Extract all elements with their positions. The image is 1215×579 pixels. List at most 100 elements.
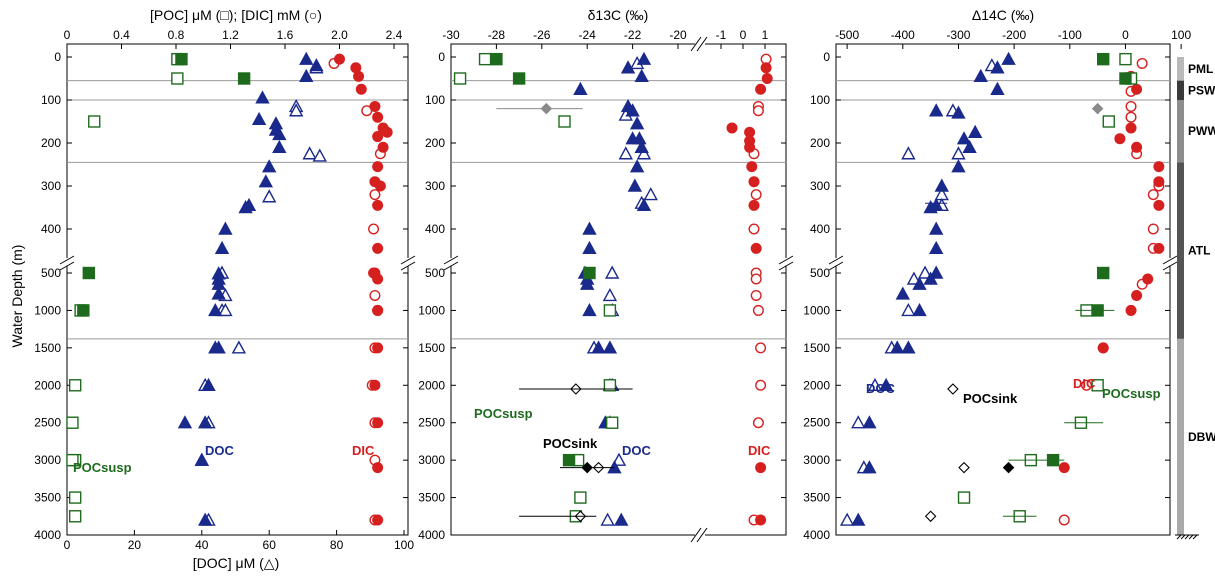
doc-point bbox=[208, 302, 223, 317]
doc-point bbox=[299, 51, 314, 65]
doc-point bbox=[611, 452, 627, 466]
doc-point bbox=[643, 187, 658, 201]
doc-point bbox=[929, 240, 944, 255]
x-top-tick-label: 0.4 bbox=[113, 28, 130, 42]
doc-point bbox=[238, 200, 253, 214]
x-top-tick-label: -22 bbox=[624, 28, 642, 42]
dic-point bbox=[381, 126, 393, 138]
x-bottom-tick-label: 20 bbox=[128, 538, 142, 552]
x-top-tick-label: -500 bbox=[835, 28, 859, 42]
water-mass-band bbox=[1177, 100, 1184, 163]
axis-break bbox=[828, 261, 844, 271]
pocsusp-point bbox=[603, 379, 617, 392]
doc-point bbox=[929, 103, 944, 117]
dic-point bbox=[755, 462, 767, 474]
dic-point bbox=[760, 62, 772, 74]
pocsusp-point bbox=[68, 510, 82, 523]
panel-frame bbox=[835, 43, 1171, 536]
dic-point bbox=[372, 242, 384, 254]
doc-point bbox=[604, 265, 620, 279]
y-tick-label: 0 bbox=[54, 50, 61, 64]
axis-break bbox=[778, 255, 794, 265]
water-mass-label: DBW bbox=[1188, 430, 1215, 444]
doc-point bbox=[197, 415, 213, 429]
doc-point bbox=[895, 286, 910, 300]
pocsusp-point bbox=[237, 72, 251, 85]
y-tick-label: 0 bbox=[438, 50, 445, 64]
doc-point bbox=[627, 178, 643, 192]
y-tick-label: 400 bbox=[41, 222, 61, 236]
x-top-tick-label: -26 bbox=[533, 28, 551, 42]
pocsusp-point bbox=[453, 72, 467, 85]
dic-point bbox=[752, 304, 764, 316]
dic-point bbox=[372, 514, 384, 526]
pocsusp-point bbox=[558, 115, 571, 128]
dic-point bbox=[755, 379, 767, 391]
dic-point bbox=[372, 199, 384, 211]
y-tick-label: 3000 bbox=[34, 453, 61, 467]
doc-point bbox=[580, 276, 595, 290]
water-mass-label: PWW bbox=[1188, 124, 1215, 138]
dic-point bbox=[372, 304, 384, 316]
doc-point bbox=[901, 302, 916, 317]
doc-point bbox=[255, 90, 270, 104]
doc-point bbox=[929, 221, 944, 235]
pocsusp-point bbox=[562, 453, 576, 467]
doc-point bbox=[878, 377, 894, 391]
doc-point bbox=[951, 105, 966, 119]
pocsusp-point bbox=[1096, 52, 1110, 66]
dic-point bbox=[372, 417, 384, 429]
y-tick-label: 2500 bbox=[34, 416, 61, 430]
doc-point bbox=[251, 111, 267, 126]
water-mass-band bbox=[1177, 80, 1184, 100]
axis-break bbox=[1162, 261, 1178, 271]
axis-break bbox=[696, 527, 708, 543]
dic-point bbox=[1153, 199, 1165, 211]
pocsink-point bbox=[924, 510, 937, 523]
doc-point bbox=[177, 415, 193, 429]
x-top-tick-label: 2.4 bbox=[386, 28, 403, 42]
pocsusp-point bbox=[88, 115, 101, 128]
x-bottom-tick-label: 100 bbox=[394, 538, 414, 552]
x-top-tick-label: -400 bbox=[891, 28, 915, 42]
dic-point bbox=[750, 273, 762, 285]
dic-point bbox=[372, 131, 384, 143]
panel1-bottom-label: [DOC] μM (△) bbox=[193, 555, 280, 571]
x-top-tick-label: -30 bbox=[442, 28, 460, 42]
dic-point bbox=[1153, 176, 1165, 188]
x-top-tick-label: -300 bbox=[946, 28, 970, 42]
pocsusp-point bbox=[68, 379, 82, 392]
doc-point bbox=[211, 286, 226, 300]
dic-point bbox=[750, 289, 762, 301]
x-top-tick-label: 2.0 bbox=[331, 28, 348, 42]
dic-point bbox=[369, 379, 381, 391]
dic-point bbox=[1125, 122, 1137, 134]
doc-point bbox=[600, 512, 615, 526]
y-tick-label: 3000 bbox=[418, 453, 445, 467]
axis-break bbox=[690, 36, 702, 52]
seafloor-hatch bbox=[1192, 534, 1198, 540]
pocsusp-point bbox=[490, 52, 503, 66]
dic-point bbox=[752, 105, 764, 117]
water-mass-band bbox=[1177, 338, 1184, 535]
annotation-dic: DIC bbox=[352, 443, 375, 458]
annotation-doc: DOC bbox=[205, 443, 235, 458]
doc-point bbox=[629, 159, 645, 173]
doc-point bbox=[634, 139, 649, 154]
doc-point bbox=[288, 103, 304, 117]
break-gap bbox=[445, 258, 457, 266]
doc-point bbox=[632, 131, 647, 145]
doc-point bbox=[629, 116, 645, 130]
x-bottom-tick-label: 0 bbox=[64, 538, 71, 552]
doc-point bbox=[956, 131, 972, 145]
doc-point bbox=[272, 139, 287, 154]
dic-point bbox=[1153, 161, 1165, 173]
y-tick-label: 400 bbox=[425, 222, 445, 236]
axis-break bbox=[1162, 255, 1178, 265]
doc-point bbox=[962, 139, 977, 154]
break-gap bbox=[1164, 258, 1176, 266]
doc-point bbox=[582, 302, 597, 317]
water-mass-label: PML bbox=[1188, 62, 1213, 76]
annotation-dic: DIC bbox=[748, 443, 771, 458]
axis-break bbox=[778, 261, 794, 271]
